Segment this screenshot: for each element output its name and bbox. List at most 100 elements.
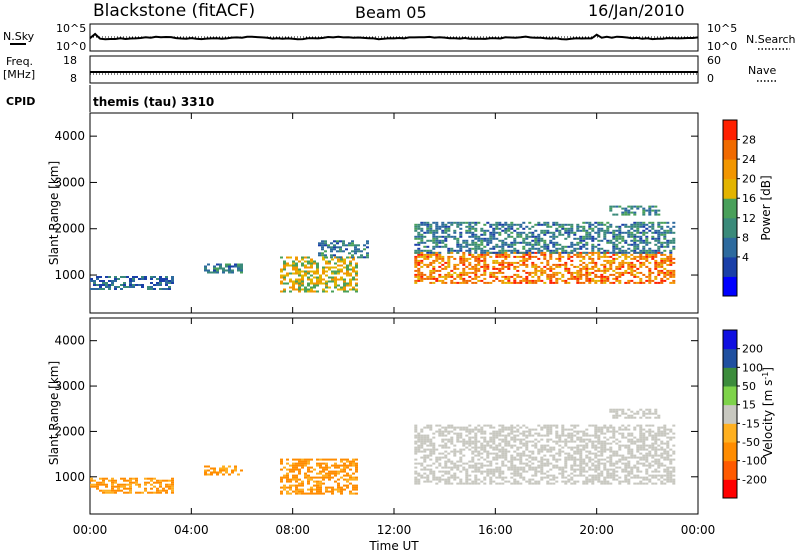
data-cell (438, 241, 442, 244)
data-cell (301, 464, 304, 467)
data-cell (459, 255, 463, 258)
data-cell (150, 288, 153, 290)
data-cell (498, 448, 502, 451)
data-cell (474, 275, 478, 278)
data-cell (432, 253, 436, 256)
data-cell (525, 233, 529, 236)
data-cell (354, 248, 357, 251)
data-cell (318, 242, 321, 245)
data-cell (471, 450, 475, 453)
data-cell (540, 426, 544, 429)
data-cell (618, 271, 622, 274)
data-cell (307, 474, 310, 477)
data-cell (615, 235, 619, 238)
data-cell (657, 209, 661, 212)
data-cell (513, 436, 517, 439)
data-cell (316, 472, 319, 475)
data-cell (528, 221, 532, 224)
data-cell (672, 239, 676, 242)
data-cell (477, 454, 481, 457)
velocity-data (90, 408, 676, 495)
data-cell (501, 440, 505, 443)
data-cell (498, 249, 502, 252)
data-cell (666, 480, 670, 483)
data-cell (495, 275, 499, 278)
data-cell (528, 271, 532, 274)
data-cell (654, 243, 658, 246)
data-cell (666, 259, 670, 262)
data-cell (280, 462, 283, 465)
data-cell (609, 251, 613, 254)
data-cell (456, 438, 460, 441)
data-cell (612, 229, 616, 232)
data-cell (609, 223, 613, 226)
data-cell (543, 255, 547, 258)
data-cell (630, 273, 634, 276)
data-cell (447, 440, 451, 443)
data-cell (489, 271, 493, 274)
data-cell (636, 446, 640, 449)
data-cell (630, 454, 634, 457)
data-cell (525, 235, 529, 238)
colorbar-segment (723, 404, 737, 424)
data-cell (615, 454, 619, 457)
data-cell (543, 243, 547, 246)
data-cell (570, 476, 574, 479)
data-cell (567, 440, 571, 443)
data-cell (328, 490, 331, 493)
data-cell (660, 426, 664, 429)
data-cell (310, 270, 313, 273)
data-cell (447, 432, 451, 435)
data-cell (642, 478, 646, 481)
data-cell (486, 470, 490, 473)
data-cell (337, 470, 340, 473)
data-cell (477, 458, 481, 461)
data-cell (510, 241, 514, 244)
data-cell (618, 233, 622, 236)
data-cell (603, 265, 607, 268)
y-tick-label: 4000 (54, 129, 85, 143)
data-cell (651, 460, 655, 463)
data-cell (642, 432, 646, 435)
data-cell (168, 485, 171, 488)
data-cell (322, 462, 325, 465)
data-cell (657, 281, 661, 284)
data-cell (552, 237, 556, 240)
data-cell (486, 221, 490, 224)
data-cell (522, 245, 526, 248)
data-cell (441, 257, 445, 260)
data-cell (295, 474, 298, 477)
data-cell (651, 430, 655, 433)
data-cell (453, 452, 457, 455)
data-cell (423, 273, 427, 276)
data-cell (528, 253, 532, 256)
data-cell (352, 268, 355, 271)
data-cell (630, 261, 634, 264)
data-cell (558, 225, 562, 228)
data-cell (444, 265, 448, 268)
data-cell (519, 223, 523, 226)
data-cell (349, 492, 352, 495)
data-cell (660, 480, 664, 483)
data-cell (313, 276, 316, 279)
data-cell (483, 251, 487, 254)
data-cell (286, 256, 289, 259)
data-cell (441, 456, 445, 459)
data-cell (304, 264, 307, 267)
data-cell (438, 265, 442, 268)
data-cell (301, 256, 304, 259)
data-cell (486, 450, 490, 453)
data-cell (441, 259, 445, 262)
data-cell (519, 460, 523, 463)
data-cell (537, 482, 541, 485)
data-cell (483, 448, 487, 451)
data-cell (504, 444, 508, 447)
data-cell (642, 273, 646, 276)
data-cell (546, 462, 550, 465)
data-cell (522, 432, 526, 435)
data-cell (316, 284, 319, 287)
data-cell (567, 434, 571, 437)
data-cell (642, 410, 646, 413)
data-cell (310, 274, 313, 277)
data-cell (648, 416, 652, 419)
